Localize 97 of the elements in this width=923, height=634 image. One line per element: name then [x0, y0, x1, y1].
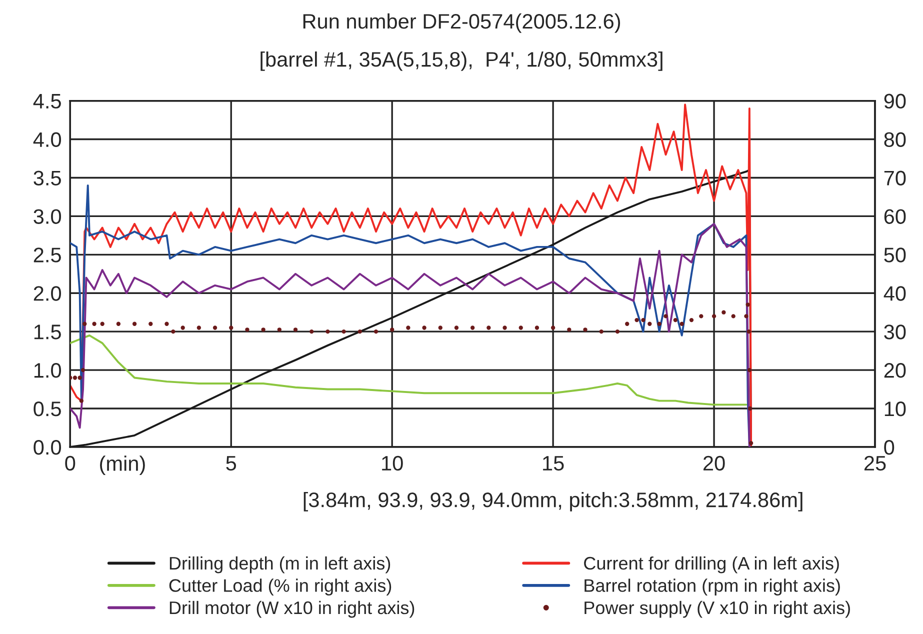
point	[746, 302, 750, 307]
point	[470, 326, 475, 330]
point	[82, 322, 87, 326]
point	[171, 330, 176, 334]
point	[229, 326, 234, 330]
y-tick-label: 4.0	[33, 132, 62, 148]
y2-tick-label: 50	[884, 248, 906, 262]
point	[550, 326, 556, 330]
y2-tick-label: 80	[884, 132, 906, 148]
point	[615, 330, 620, 334]
point	[673, 318, 678, 322]
point	[277, 328, 282, 332]
y-tick-label: 4.5	[33, 94, 61, 109]
point	[518, 326, 523, 330]
y-tick-label: 0.0	[34, 440, 62, 455]
point	[748, 441, 754, 446]
point	[374, 330, 378, 334]
point	[132, 322, 137, 326]
point	[390, 328, 394, 332]
point	[310, 330, 314, 334]
point	[326, 330, 330, 334]
point	[358, 330, 362, 334]
point	[180, 326, 185, 330]
y2-tick-label: 10	[884, 402, 906, 416]
y2-tick-label: 0	[884, 440, 894, 455]
y-tick-label: 1.0	[34, 363, 62, 378]
point	[599, 330, 604, 334]
point	[164, 322, 169, 326]
point	[634, 318, 639, 322]
point	[664, 314, 668, 318]
y2-tick-label: 60	[884, 209, 906, 224]
legend-label: Drilling depth (m in left axis)	[170, 556, 390, 574]
point	[657, 322, 662, 326]
x-tick-label: 10	[382, 456, 403, 471]
chart-title: Run number DF2-0574(2005.12.6)	[303, 13, 620, 33]
x-axis-title: (min)	[100, 456, 145, 476]
y-tick-label: 1.5	[34, 324, 61, 340]
point	[722, 310, 726, 314]
point	[712, 314, 716, 318]
y2-tick-label: 40	[884, 286, 906, 301]
point	[80, 368, 86, 372]
point	[567, 328, 572, 332]
y-tick-label: 2.0	[34, 286, 62, 301]
point	[648, 322, 652, 326]
point	[72, 376, 78, 380]
point	[731, 314, 736, 318]
point	[699, 314, 704, 318]
point	[748, 406, 752, 411]
y2-tick-label: 70	[884, 170, 906, 186]
text: [3.84m, 93.9, 93.9, 94.0mm, pitch:3.58mm, 2174.86m]	[304, 492, 802, 512]
point	[534, 326, 540, 330]
y2-tick-label: 20	[884, 363, 906, 378]
y-tick-label: 3.0	[34, 209, 62, 224]
point	[641, 318, 646, 322]
point	[454, 326, 459, 330]
point	[293, 328, 298, 332]
x-tick-label: 15	[543, 456, 564, 471]
point	[92, 322, 96, 326]
point	[502, 326, 507, 330]
point	[583, 328, 588, 332]
legend-label: Drill motor (W x10 in right axis)	[170, 600, 414, 618]
x-tick-label: 5	[226, 456, 236, 471]
y2-tick-label: 30	[884, 324, 906, 340]
legend-label: Current for drilling (A in left axis)	[584, 556, 839, 574]
point	[746, 330, 751, 334]
line-series	[70, 334, 748, 406]
x-tick-label: 20	[703, 456, 725, 471]
y-tick-label: 2.5	[34, 248, 61, 262]
point	[212, 326, 218, 330]
point	[747, 368, 752, 372]
point	[100, 322, 104, 326]
x-tick-label: 0	[65, 456, 76, 471]
point	[116, 322, 121, 326]
legend-label: Barrel rotation (rpm in right axis)	[584, 578, 840, 596]
point	[406, 326, 410, 330]
x-tick-label: 25	[864, 456, 886, 471]
y2-tick-label: 90	[884, 94, 906, 109]
point	[744, 314, 748, 318]
chart-subtitle: [barrel #1, 35A(5,15,8), P4', 1/80, 50mmx3]	[260, 51, 662, 71]
y-tick-label: 3.5	[34, 170, 61, 186]
point	[78, 376, 82, 380]
point	[196, 326, 202, 330]
y-tick-label: 0.5	[34, 402, 61, 416]
line-series	[70, 104, 752, 447]
point	[625, 322, 630, 326]
legend-label: Power supply (V x10 in right axis)	[584, 600, 850, 618]
point	[261, 328, 266, 332]
point	[245, 328, 250, 332]
point	[342, 330, 346, 334]
legend-label: Cutter Load (% in right axis)	[169, 578, 392, 596]
point	[79, 398, 84, 403]
point	[422, 326, 426, 330]
point	[438, 326, 442, 330]
point	[689, 318, 694, 322]
point	[680, 322, 684, 326]
point	[148, 322, 153, 326]
point	[486, 326, 491, 330]
